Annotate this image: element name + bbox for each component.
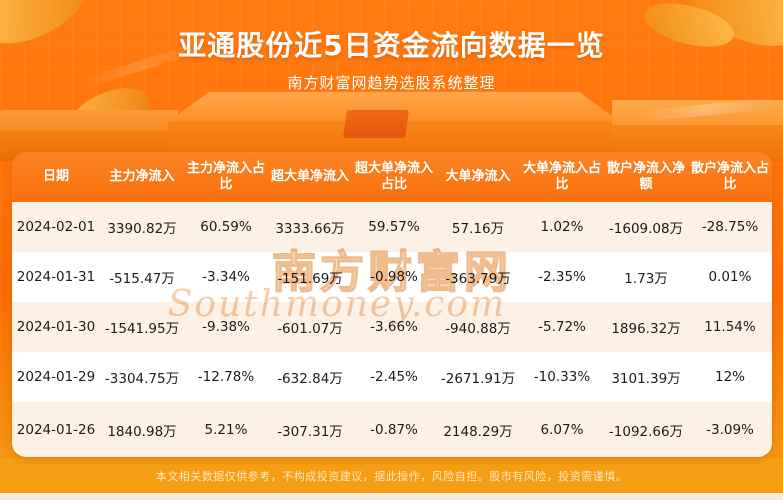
table-cell: 1840.98万 bbox=[107, 423, 177, 440]
table-cell: 1896.32万 bbox=[611, 321, 681, 337]
table-cell: 3101.39万 bbox=[611, 371, 681, 387]
table-header-cell: 主力净流入 bbox=[109, 168, 175, 184]
table-cell: -2.35% bbox=[538, 269, 586, 285]
table-cell: 3333.66万 bbox=[275, 221, 345, 237]
table-cell: -3.34% bbox=[202, 269, 250, 285]
disclaimer-text: 本文相关数据仅供参考，不构成投资建议，据此操作，风险自担。股市有风险，投资需谨慎… bbox=[155, 469, 628, 483]
table-cell: -601.07万 bbox=[277, 321, 343, 337]
table-header-cell: 超大单净流入 bbox=[271, 168, 350, 184]
table-row: 2024-01-30 -1541.95万 -9.38% -601.07万 -3.66% -… bbox=[12, 302, 772, 352]
table-cell: 6.07% bbox=[540, 421, 584, 438]
table-cell: -2671.91万 bbox=[440, 371, 516, 387]
table-cell: 2024-02-01 bbox=[16, 219, 96, 235]
table-cell: -10.33% bbox=[533, 369, 591, 385]
table-cell: 1.02% bbox=[540, 219, 584, 235]
table-cell: -363.79万 bbox=[445, 271, 511, 287]
table-cell: -151.69万 bbox=[277, 271, 343, 287]
table-cell: 3390.82万 bbox=[107, 221, 177, 237]
table-cell: -2.45% bbox=[370, 369, 418, 385]
table-cell: 59.57% bbox=[368, 219, 420, 235]
table-cell: -1092.66万 bbox=[608, 423, 684, 440]
table-cell: -515.47万 bbox=[109, 271, 175, 287]
table-cell: -1541.95万 bbox=[104, 321, 180, 337]
table-cell: -12.78% bbox=[197, 369, 255, 385]
table-row: 2024-02-01 3390.82万 60.59% 3333.66万 59.57% 57… bbox=[12, 202, 772, 252]
table-cell: 11.54% bbox=[704, 319, 756, 335]
table-cell: -3.09% bbox=[706, 421, 754, 438]
table-cell: 2024-01-30 bbox=[16, 319, 96, 335]
table-cell: 12% bbox=[714, 369, 745, 385]
page-subtitle: 南方财富网趋势选股系统整理 bbox=[287, 74, 496, 92]
table-cell: -940.88万 bbox=[445, 321, 511, 337]
table-header-cell: 主力净流入占比 bbox=[187, 160, 266, 192]
table-header-cell: 散户净流入净额 bbox=[607, 160, 686, 192]
table-cell: 2148.29万 bbox=[443, 423, 513, 440]
table-header-cell: 日期 bbox=[42, 168, 69, 184]
table-cell: -0.87% bbox=[370, 421, 418, 438]
table-row: 2024-01-31 -515.47万 -3.34% -151.69万 -0.98% -3… bbox=[12, 252, 772, 302]
bottom-strip bbox=[0, 493, 783, 500]
table-cell: 2024-01-26 bbox=[16, 421, 96, 438]
table-cell: 0.01% bbox=[708, 269, 752, 285]
table-cell: 60.59% bbox=[200, 219, 252, 235]
table-header-cell: 散户净流入占比 bbox=[691, 160, 770, 192]
table-row: 2024-01-29 -3304.75万 -12.78% -632.84万 -2.45%… bbox=[12, 352, 772, 402]
table-cell: 5.21% bbox=[204, 421, 248, 438]
table-cell: -1609.08万 bbox=[608, 221, 684, 237]
table-body: 2024-02-01 3390.82万 60.59% 3333.66万 59.57% 57… bbox=[12, 202, 772, 457]
table-cell: -3304.75万 bbox=[104, 371, 180, 387]
table-cell: -307.31万 bbox=[277, 423, 343, 440]
table-cell: -0.98% bbox=[370, 269, 418, 285]
footer-bar: 本文相关数据仅供参考，不构成投资建议，据此操作，风险自担。股市有风险，投资需谨慎… bbox=[0, 458, 783, 493]
table-cell: -28.75% bbox=[701, 219, 759, 235]
table-header-cell: 超大单净流入占比 bbox=[355, 160, 434, 192]
table-header-cell: 大单净流入 bbox=[445, 168, 511, 184]
table-row: 2024-01-26 1840.98万 5.21% -307.31万 -0.87% 214… bbox=[12, 402, 772, 457]
fund-flow-table: 日期 主力净流入 主力净流入占比 超大单净流入 超大单净流入占比 大单净流入 大单净流入占比… bbox=[12, 152, 772, 457]
page-title: 亚通股份近5日资金流向数据一览 bbox=[178, 29, 605, 62]
table-cell: -3.66% bbox=[370, 319, 418, 335]
table-cell: -5.72% bbox=[538, 319, 586, 335]
table-cell: -9.38% bbox=[202, 319, 250, 335]
table-cell: 2024-01-29 bbox=[16, 369, 96, 385]
table-header-cell: 大单净流入占比 bbox=[523, 160, 602, 192]
table-cell: 57.16万 bbox=[451, 221, 505, 237]
table-cell: 1.73万 bbox=[624, 271, 668, 287]
table-header-row: 日期 主力净流入 主力净流入占比 超大单净流入 超大单净流入占比 大单净流入 大单净流入占比… bbox=[12, 152, 772, 202]
table-cell: -632.84万 bbox=[277, 371, 343, 387]
table-cell: 2024-01-31 bbox=[16, 269, 96, 285]
